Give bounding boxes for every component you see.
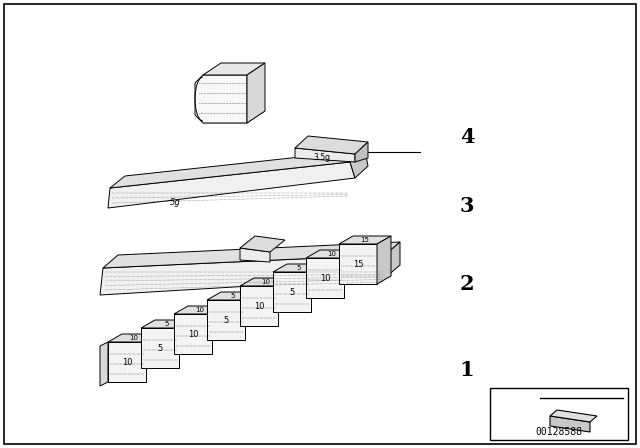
Polygon shape bbox=[108, 162, 355, 208]
Polygon shape bbox=[207, 292, 259, 300]
Polygon shape bbox=[110, 150, 365, 188]
Polygon shape bbox=[141, 328, 179, 368]
Text: 15: 15 bbox=[353, 259, 364, 268]
Polygon shape bbox=[240, 278, 292, 286]
Text: 3: 3 bbox=[460, 196, 474, 216]
Polygon shape bbox=[100, 255, 385, 295]
Polygon shape bbox=[240, 236, 285, 252]
Text: 5: 5 bbox=[231, 293, 235, 299]
Text: 10: 10 bbox=[188, 329, 198, 339]
Polygon shape bbox=[295, 148, 355, 162]
Polygon shape bbox=[174, 314, 212, 354]
Polygon shape bbox=[339, 236, 391, 244]
Text: 5: 5 bbox=[165, 321, 169, 327]
Polygon shape bbox=[377, 236, 391, 284]
Text: 10: 10 bbox=[320, 273, 330, 283]
Polygon shape bbox=[240, 248, 270, 262]
Polygon shape bbox=[295, 136, 368, 154]
Text: 3.5g: 3.5g bbox=[314, 152, 330, 161]
Text: 4: 4 bbox=[460, 127, 474, 146]
Polygon shape bbox=[247, 63, 265, 123]
Polygon shape bbox=[103, 242, 400, 268]
Polygon shape bbox=[306, 250, 358, 258]
Polygon shape bbox=[339, 244, 377, 284]
Polygon shape bbox=[174, 306, 226, 314]
Text: 5g: 5g bbox=[170, 198, 180, 207]
Text: 2: 2 bbox=[460, 275, 474, 294]
Text: 10: 10 bbox=[328, 251, 337, 257]
Text: 10: 10 bbox=[262, 279, 271, 285]
Polygon shape bbox=[550, 416, 590, 432]
Polygon shape bbox=[203, 63, 265, 75]
Polygon shape bbox=[306, 258, 344, 298]
Text: 1: 1 bbox=[460, 360, 474, 379]
Text: 10: 10 bbox=[195, 307, 205, 313]
Text: 15: 15 bbox=[360, 237, 369, 243]
Polygon shape bbox=[385, 242, 400, 278]
Polygon shape bbox=[550, 410, 597, 422]
Polygon shape bbox=[273, 264, 325, 272]
Bar bbox=[490, 388, 628, 440]
Polygon shape bbox=[141, 320, 193, 328]
Text: 10: 10 bbox=[122, 358, 132, 366]
Text: 5: 5 bbox=[157, 344, 163, 353]
Polygon shape bbox=[355, 142, 368, 162]
Polygon shape bbox=[240, 286, 278, 326]
Polygon shape bbox=[108, 342, 146, 382]
Polygon shape bbox=[350, 150, 368, 178]
Text: 10: 10 bbox=[253, 302, 264, 310]
Text: 5: 5 bbox=[297, 265, 301, 271]
Text: 10: 10 bbox=[129, 335, 138, 341]
Polygon shape bbox=[207, 300, 245, 340]
Text: 5: 5 bbox=[289, 288, 294, 297]
Text: 00128588: 00128588 bbox=[536, 427, 582, 437]
Polygon shape bbox=[273, 272, 311, 312]
Polygon shape bbox=[100, 342, 108, 386]
Text: 5: 5 bbox=[223, 315, 228, 324]
Polygon shape bbox=[203, 111, 265, 123]
Polygon shape bbox=[108, 334, 160, 342]
Polygon shape bbox=[195, 75, 247, 123]
